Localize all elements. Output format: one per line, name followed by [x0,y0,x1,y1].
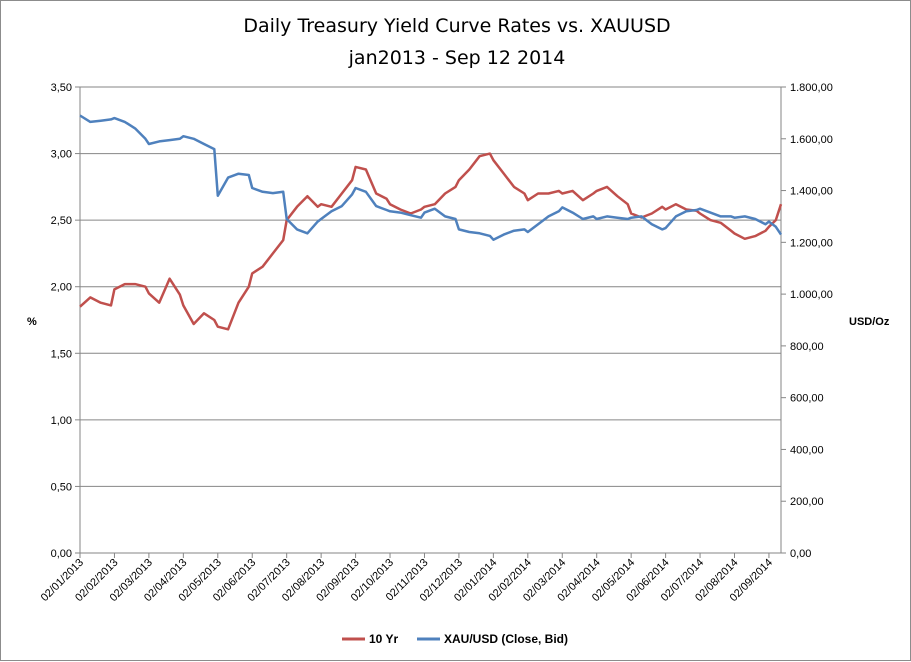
gridlines [80,86,781,487]
series-line-xauusd [79,114,783,241]
right-tick-label: 0,00 [790,548,811,560]
left-tick-label: 2,50 [51,215,72,227]
left-tick-label: 0,50 [51,481,72,493]
right-tick-label: 1.000,00 [790,289,833,301]
x-axis-ticks: 02/01/201302/02/201302/03/201302/04/2013… [39,553,775,604]
left-tick-label: 3,00 [51,149,72,161]
left-tick-label: 3,50 [51,82,72,94]
series-layer [79,114,783,331]
right-tick-label: 1.600,00 [790,134,833,146]
chart-subtitle: jan2013 - Sep 12 2014 [348,47,566,69]
left-axis-ticks: 0,00 0,50 1,00 1,50 2,00 2,50 3,00 3,50 [51,82,80,560]
series-line-10yr [79,152,783,331]
legend: 10 Yr XAU/USD (Close, Bid) [342,632,568,646]
right-tick-label: 800,00 [790,341,824,353]
right-tick-label: 200,00 [790,496,824,508]
right-tick-label: 1.400,00 [790,186,833,198]
y2-axis-label: USD/Oz [849,316,890,328]
left-tick-label: 1,50 [51,348,72,360]
right-axis-ticks: 0,00 200,00 400,00 600,00 800,00 1.000,00 1.20… [781,82,833,560]
chart-title: Daily Treasury Yield Curve Rates vs. XAU… [243,15,670,37]
y-axis-label: % [27,316,37,328]
legend-label-xauusd: XAU/USD (Close, Bid) [444,632,568,646]
right-tick-label: 1.800,00 [790,82,833,94]
left-tick-label: 1,00 [51,415,72,427]
left-tick-label: 0,00 [51,548,72,560]
right-tick-label: 400,00 [790,444,824,456]
right-tick-label: 1.200,00 [790,237,833,249]
left-tick-label: 2,00 [51,282,72,294]
right-tick-label: 600,00 [790,393,824,405]
legend-label-10yr: 10 Yr [369,632,398,646]
